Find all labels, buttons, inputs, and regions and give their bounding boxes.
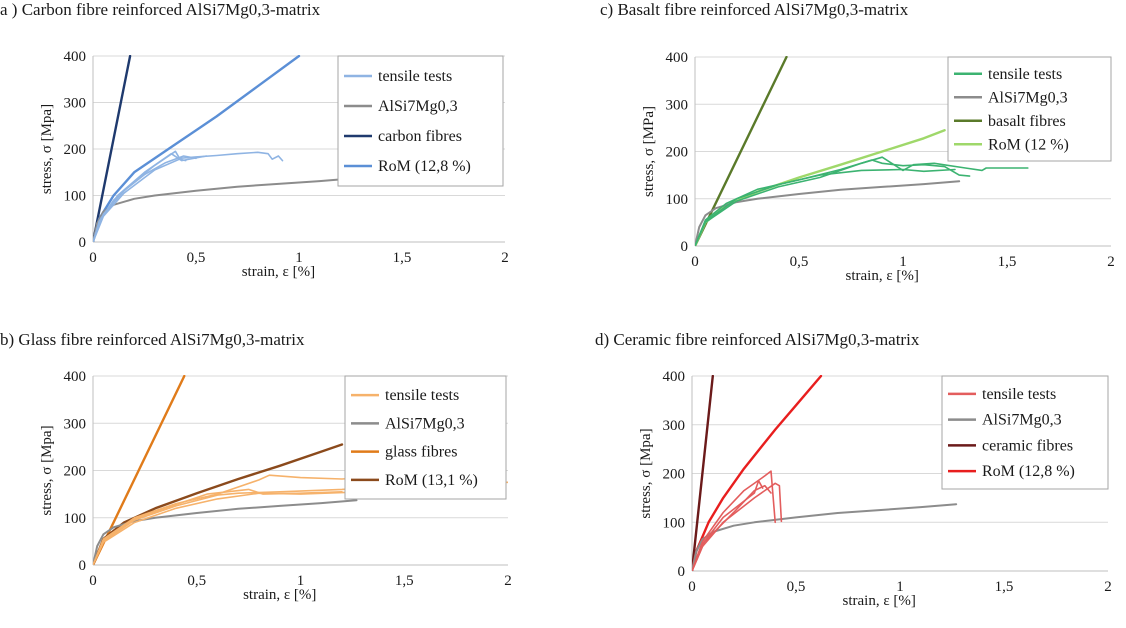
x-axis-label: strain, ε [%] [243, 587, 316, 603]
y-tick-label: 300 [64, 96, 87, 112]
y-tick-label: 0 [79, 558, 87, 574]
chart-canvas: 0 100 200 300 400 0 0,5 1 1,5 2 strain, ε [%] stres… [39, 49, 509, 280]
series-line [93, 499, 358, 565]
y-tick-label: 100 [666, 192, 689, 208]
x-axis-label: strain, ε [%] [242, 264, 315, 280]
series-line [692, 470, 776, 571]
legend-label: RoM (13,1 %) [385, 472, 478, 489]
legend-label: basalt fibres [988, 113, 1066, 130]
series-line [692, 480, 764, 571]
y-tick-label: 200 [64, 464, 87, 480]
legend-label: ceramic fibres [982, 437, 1073, 454]
chart-title: b) Glass fibre reinforced AlSi7Mg0,3-mat… [0, 330, 305, 349]
x-tick-label: 1 [297, 573, 305, 589]
x-tick-label: 0,5 [790, 254, 809, 270]
y-tick-label: 200 [666, 145, 689, 161]
legend-label: tensile tests [385, 387, 459, 404]
x-tick-label: 1,5 [998, 254, 1017, 270]
series-line [93, 488, 343, 565]
legend-label: tensile tests [982, 386, 1056, 403]
series-line [93, 55, 132, 242]
chart-panel-b: b) Glass fibre reinforced AlSi7Mg0,3-mat… [0, 330, 560, 628]
series-group [695, 56, 1029, 246]
x-tick-label: 0,5 [187, 573, 206, 589]
series-line [695, 156, 1029, 246]
y-tick-label: 400 [64, 49, 87, 65]
legend-label: tensile tests [988, 66, 1062, 83]
y-tick-label: 0 [678, 564, 686, 580]
chart-panel-d: d) Ceramic fibre reinforced AlSi7Mg0,3-m… [595, 330, 1125, 628]
x-tick-label: 0,5 [787, 579, 806, 595]
x-tick-label: 2 [1107, 254, 1115, 270]
x-tick-label: 0 [688, 579, 696, 595]
chart-panel-c: c) Basalt fibre reinforced AlSi7Mg0,3-ma… [600, 0, 1125, 300]
chart-panel-a: a ) Carbon fibre reinforced AlSi7Mg0,3-m… [0, 0, 560, 300]
legend-label: RoM (12,8 %) [982, 463, 1075, 480]
series-line [695, 56, 788, 246]
y-tick-label: 100 [64, 189, 87, 205]
x-tick-label: 1 [899, 254, 907, 270]
chart-canvas: 0 100 200 300 400 0 0,5 1 1,5 2 strain, ε [%] stres… [39, 369, 512, 603]
y-tick-label: 400 [64, 369, 87, 385]
chart-canvas: 0 100 200 300 400 0 0,5 1 1,5 2 strain, ε [%] stres… [638, 369, 1112, 609]
legend-label: tensile tests [378, 68, 452, 85]
x-axis-label: strain, ε [%] [843, 593, 916, 609]
x-tick-label: 0 [691, 254, 699, 270]
y-axis-label: stress, σ [Mpa] [39, 104, 55, 194]
x-tick-label: 2 [501, 250, 509, 266]
y-axis-label: stress, σ [Mpa] [39, 425, 55, 515]
legend-label: glass fibres [385, 444, 457, 461]
legend-label: RoM (12,8 %) [378, 158, 471, 175]
x-tick-label: 1,5 [393, 250, 412, 266]
x-tick-label: 2 [504, 573, 512, 589]
series-line [695, 180, 961, 246]
series-line [695, 168, 956, 246]
series-group [93, 55, 356, 242]
y-tick-label: 400 [666, 50, 689, 66]
series-line [692, 484, 772, 571]
y-tick-label: 200 [64, 142, 87, 158]
x-tick-label: 1 [295, 250, 303, 266]
x-tick-label: 1,5 [995, 579, 1014, 595]
series-line [93, 491, 426, 565]
y-tick-label: 100 [663, 515, 686, 531]
y-tick-label: 0 [681, 239, 689, 255]
legend-box [337, 55, 504, 187]
series-line [692, 503, 958, 571]
x-tick-label: 1,5 [395, 573, 414, 589]
chart-title: c) Basalt fibre reinforced AlSi7Mg0,3-ma… [600, 0, 909, 19]
x-tick-label: 0 [89, 573, 97, 589]
y-tick-label: 300 [64, 416, 87, 432]
y-axis-label: stress, σ [MPa] [641, 106, 657, 197]
x-tick-label: 0 [89, 250, 97, 266]
legend-label: AlSi7Mg0,3 [982, 412, 1062, 429]
y-tick-label: 100 [64, 511, 87, 527]
y-tick-label: 300 [663, 418, 686, 434]
series-line [93, 152, 208, 242]
series-line [93, 375, 186, 565]
y-axis-label: stress, σ [Mpa] [638, 428, 654, 518]
legend-box [344, 375, 507, 500]
legend-label: carbon fibres [378, 128, 462, 145]
y-tick-label: 400 [663, 369, 686, 385]
legend-label: RoM (12 %) [988, 136, 1069, 153]
legend-label: AlSi7Mg0,3 [988, 89, 1068, 106]
series-line [692, 375, 715, 571]
y-tick-label: 200 [663, 467, 686, 483]
y-tick-label: 0 [79, 235, 87, 251]
y-tick-label: 300 [666, 97, 689, 113]
x-tick-label: 2 [1104, 579, 1112, 595]
series-line [93, 177, 356, 242]
x-axis-label: strain, ε [%] [846, 268, 919, 284]
series-group [692, 375, 958, 571]
x-tick-label: 0,5 [187, 250, 206, 266]
chart-title: d) Ceramic fibre reinforced AlSi7Mg0,3-m… [595, 330, 920, 349]
series-line [695, 128, 946, 246]
chart-canvas: 0 100 200 300 400 0 0,5 1 1,5 2 strain, ε [%] stres… [641, 50, 1115, 284]
chart-title: a ) Carbon fibre reinforced AlSi7Mg0,3-m… [0, 0, 321, 19]
legend-label: AlSi7Mg0,3 [385, 415, 465, 432]
legend-label: AlSi7Mg0,3 [378, 98, 458, 115]
x-tick-label: 1 [896, 579, 904, 595]
